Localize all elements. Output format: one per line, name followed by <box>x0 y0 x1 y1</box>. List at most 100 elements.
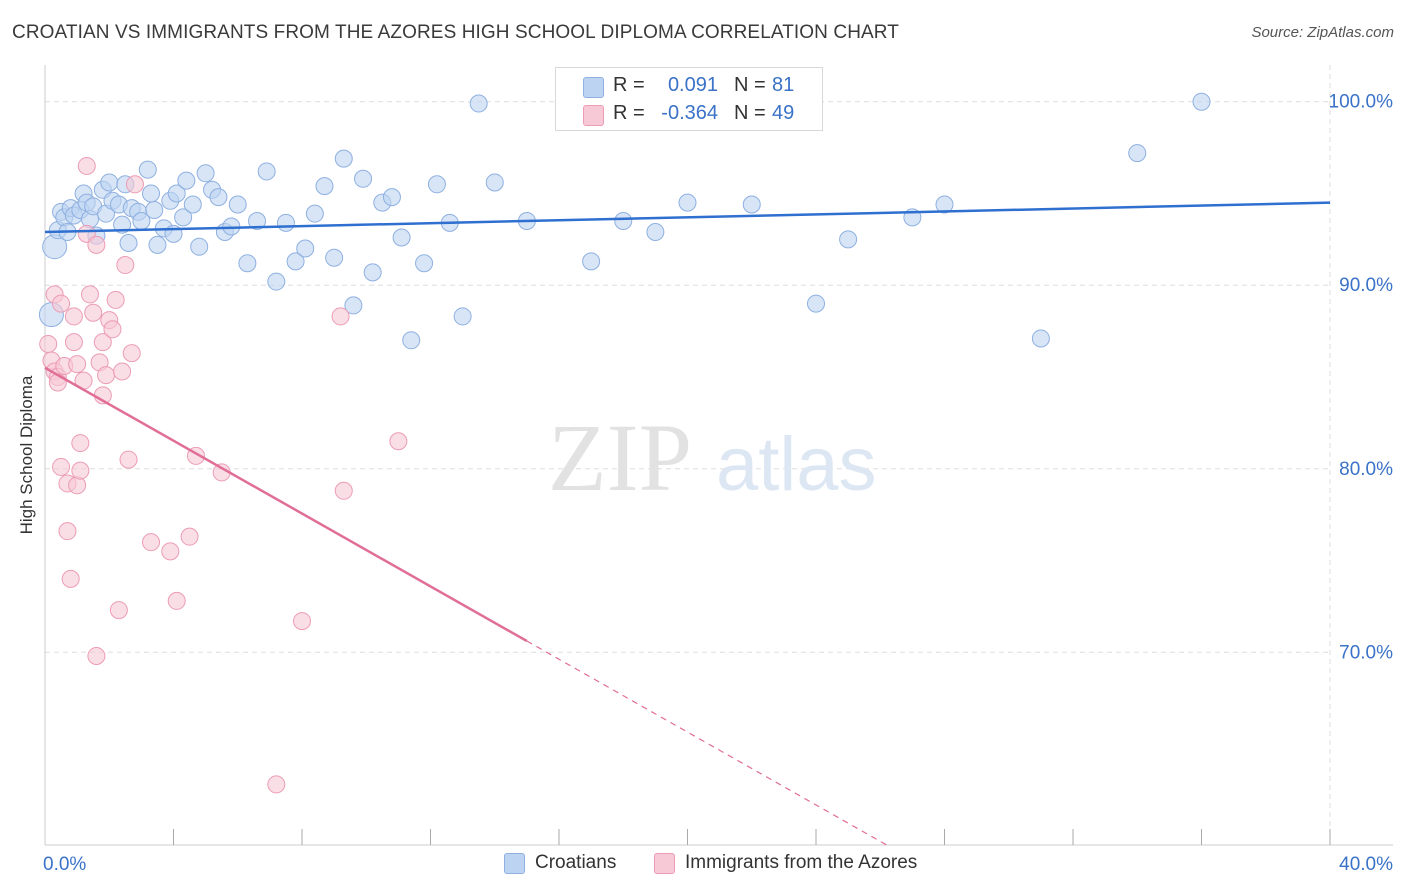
croatian-point <box>209 188 228 207</box>
series-legend: Croatians Immigrants from the Azores <box>0 852 1406 878</box>
source-label: Source: ZipAtlas.com <box>1251 24 1394 41</box>
series-croatians <box>38 92 1211 350</box>
croatian-point <box>807 294 825 313</box>
azores-point <box>103 320 122 339</box>
croatians-legend-swatch <box>504 852 525 874</box>
azores-point <box>52 457 71 476</box>
croatian-point <box>678 193 697 212</box>
croatian-point <box>935 195 954 214</box>
croatians-swatch <box>583 77 604 98</box>
croatian-point <box>1192 92 1211 111</box>
azores-point <box>119 450 138 469</box>
croatian-point <box>228 195 247 214</box>
croatian-point <box>276 213 295 232</box>
watermark-zip: ZIP <box>548 404 692 511</box>
croatian-point <box>614 212 633 230</box>
azores-point <box>71 461 90 480</box>
n-label: N = <box>734 74 766 96</box>
croatian-point <box>354 169 373 188</box>
croatian-point <box>469 94 488 113</box>
croatian-point <box>257 162 276 181</box>
croatian-point <box>305 204 324 223</box>
r-label: R = <box>613 74 645 96</box>
croatian-point <box>427 175 446 194</box>
azores-point <box>61 569 80 588</box>
croatian-point <box>453 307 472 326</box>
croatian-point <box>1031 329 1050 348</box>
y-tick-label: 80.0% <box>1339 459 1393 480</box>
croatian-point <box>402 331 421 350</box>
axes <box>44 65 1393 846</box>
series-azores <box>39 156 408 794</box>
azores-point <box>334 481 353 500</box>
r-value: 0.091 <box>667 74 718 96</box>
x-tick-label: 0.0% <box>43 854 86 875</box>
azores-point <box>39 334 58 353</box>
croatian-point <box>334 149 353 168</box>
azores-point <box>68 355 87 374</box>
croatian-point <box>382 188 401 207</box>
croatian-point <box>325 248 344 267</box>
croatian-point <box>138 160 157 179</box>
azores-point <box>167 591 186 610</box>
y-tick-label: 100.0% <box>1329 92 1394 113</box>
azores-point <box>58 522 77 541</box>
azores-point <box>84 303 103 322</box>
croatian-point <box>1128 144 1147 163</box>
croatian-point <box>415 254 434 273</box>
azores-point <box>52 294 71 313</box>
y-tick-label: 90.0% <box>1339 275 1393 296</box>
r-label: R = <box>613 102 645 124</box>
n-value: 81 <box>772 74 795 96</box>
azores-legend-swatch <box>654 852 675 874</box>
azores-point <box>331 307 350 326</box>
watermark-atlas: atlas <box>716 422 877 507</box>
azores-point <box>87 646 106 665</box>
croatian-point <box>582 252 601 271</box>
stats-legend: R = 0.091 N = 81 R = -0.364 N = 49 <box>555 67 823 131</box>
azores-point <box>64 333 83 352</box>
croatian-point <box>315 177 334 196</box>
azores-trend-line-extension <box>526 640 887 846</box>
legend-label-azores: Immigrants from the Azores <box>685 852 918 873</box>
azores-point <box>71 434 90 453</box>
azores-point <box>293 612 311 631</box>
croatian-point <box>145 200 164 219</box>
legend-item-croatians[interactable]: Croatians <box>504 852 616 874</box>
azores-point <box>48 373 67 392</box>
azores-point <box>122 344 141 363</box>
azores-point <box>64 307 83 326</box>
legend-item-azores[interactable]: Immigrants from the Azores <box>654 852 917 874</box>
croatian-point <box>646 223 665 242</box>
tick-labels: 100.0% 90.0% 80.0% 70.0% 0.0% 40.0% <box>43 92 1393 875</box>
croatian-point <box>742 195 761 214</box>
croatian-point <box>167 184 186 203</box>
n-value: 49 <box>772 102 795 124</box>
azores-point <box>93 333 112 352</box>
croatian-point <box>119 234 138 253</box>
azores-point <box>109 601 128 620</box>
croatians-trend-line <box>44 201 1331 234</box>
croatian-point <box>839 230 858 249</box>
croatian-point <box>363 263 382 282</box>
croatian-point <box>142 184 161 203</box>
r-value: -0.364 <box>661 102 718 124</box>
azores-point <box>389 432 408 451</box>
n-label: N = <box>734 102 766 124</box>
azores-point <box>125 175 144 194</box>
stats-row-croatians: R = 0.091 N = 81 <box>556 74 822 102</box>
azores-point <box>80 285 99 304</box>
azores-point <box>180 527 199 546</box>
croatian-point <box>174 208 193 227</box>
azores-swatch <box>583 105 604 126</box>
croatian-point <box>196 164 215 183</box>
watermark: ZIP atlas <box>548 404 877 511</box>
azores-point <box>87 235 106 254</box>
azores-point <box>68 476 87 495</box>
croatian-point <box>148 235 167 254</box>
x-tick-label: 40.0% <box>1339 854 1393 875</box>
azores-point <box>77 156 96 175</box>
y-tick-label: 70.0% <box>1339 642 1393 663</box>
croatian-point <box>177 171 196 190</box>
